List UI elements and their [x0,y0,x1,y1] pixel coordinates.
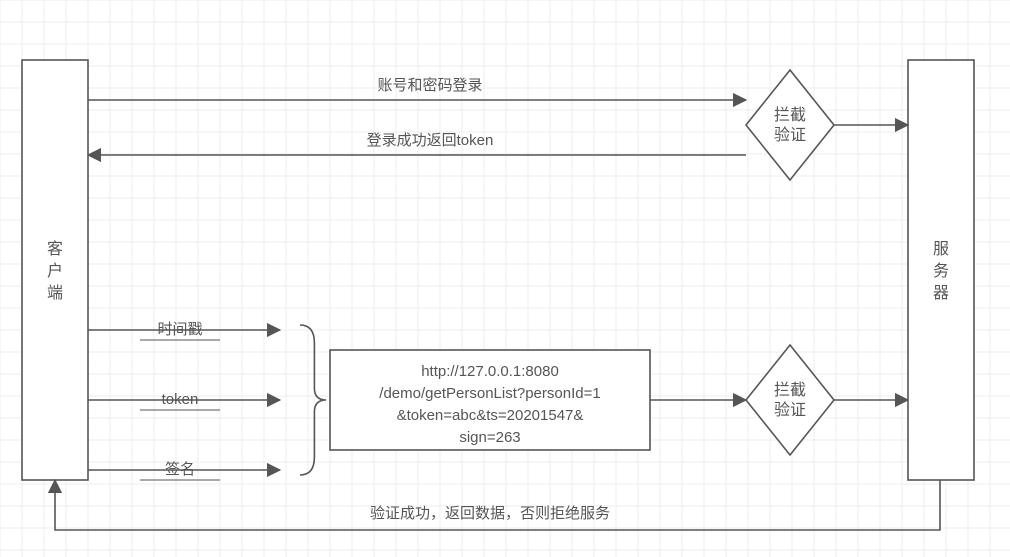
server-label-0: 服 [933,240,949,258]
interceptor2-label-0: 拦截 [774,381,806,399]
edge-response: 验证成功，返回数据，否则拒绝服务 [55,480,940,530]
brace [300,325,326,475]
url-box: http://127.0.0.1:8080/demo/getPersonList… [330,350,650,450]
client-label-1: 户 [47,262,63,280]
edge-label-login: 账号和密码登录 [377,77,482,94]
client-label-0: 客 [47,240,63,258]
interceptor2-label-1: 验证 [774,401,806,419]
interceptor1-label-1: 验证 [774,126,806,144]
edge-token-return: 登录成功返回token [88,132,746,155]
server-label-2: 器 [933,284,949,302]
param-label-2: 签名 [165,461,195,478]
client-node: 客户端客户端 [0,0,88,480]
grid [0,0,1010,557]
interceptor1-label-0: 拦截 [774,106,806,124]
param-label-0: 时间戳 [157,321,202,338]
params-group: 时间戳 token 签名 [88,321,326,480]
url-line-3: sign=263 [459,429,520,446]
interceptor1: 拦截验证 [746,70,834,180]
client-label-2: 端 [47,284,63,302]
url-line-0: http://127.0.0.1:8080 [421,363,559,380]
edge-label-response: 验证成功，返回数据，否则拒绝服务 [370,505,610,522]
interceptor2: 拦截验证 [746,345,834,455]
param-label-1: token [162,391,199,408]
url-line-2: &token=abc&ts=20201547& [397,407,584,424]
edge-label-token-return: 登录成功返回token [367,132,494,149]
server-label-1: 务 [933,262,949,280]
url-line-1: /demo/getPersonList?personId=1 [379,385,600,402]
